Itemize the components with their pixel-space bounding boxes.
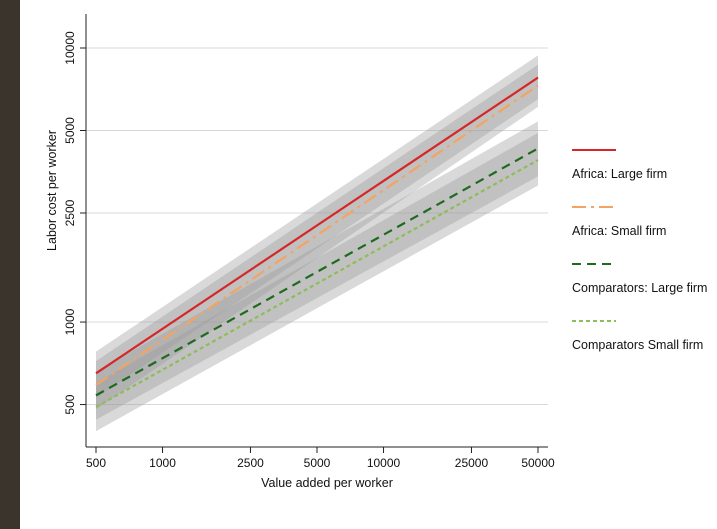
x-tick-label: 1000	[149, 456, 176, 470]
y-tick-label: 2500	[63, 199, 77, 226]
chart-frame: 500 1000 2500 5000 10000 500 1000 2500 5000 10000…	[20, 0, 717, 529]
series-line	[95, 76, 539, 375]
confidence-band	[96, 132, 538, 432]
x-tick-label: 25000	[455, 456, 489, 470]
series-line	[95, 159, 539, 408]
x-tick-label: 5000	[304, 456, 331, 470]
legend: Africa: Large firm Africa: Small firm Comp…	[572, 149, 707, 352]
x-tick-label: 50000	[521, 456, 555, 470]
series-line	[95, 147, 539, 397]
x-tick-label: 2500	[237, 456, 264, 470]
x-axis-title: Value added per worker	[261, 476, 393, 490]
series-line	[95, 84, 539, 386]
legend-label: Comparators Small firm	[572, 338, 703, 352]
y-tick-label: 1000	[63, 308, 77, 335]
axes	[80, 14, 548, 453]
y-tick-label: 10000	[63, 31, 77, 65]
confidence-bands	[96, 55, 538, 432]
legend-label: Africa: Large firm	[572, 167, 667, 181]
legend-label: Comparators: Large firm	[572, 281, 707, 295]
legend-label: Africa: Small firm	[572, 224, 666, 238]
y-tick-label: 5000	[63, 117, 77, 144]
line-chart: 500 1000 2500 5000 10000 500 1000 2500 5000 10000…	[45, 14, 707, 490]
y-axis-title: Labor cost per worker	[45, 130, 59, 251]
y-tick-label: 500	[63, 394, 77, 414]
tick-labels: 500 1000 2500 5000 10000 500 1000 2500 5000 10000…	[63, 31, 555, 470]
x-tick-label: 10000	[367, 456, 401, 470]
series-lines	[95, 76, 539, 408]
x-tick-label: 500	[86, 456, 106, 470]
